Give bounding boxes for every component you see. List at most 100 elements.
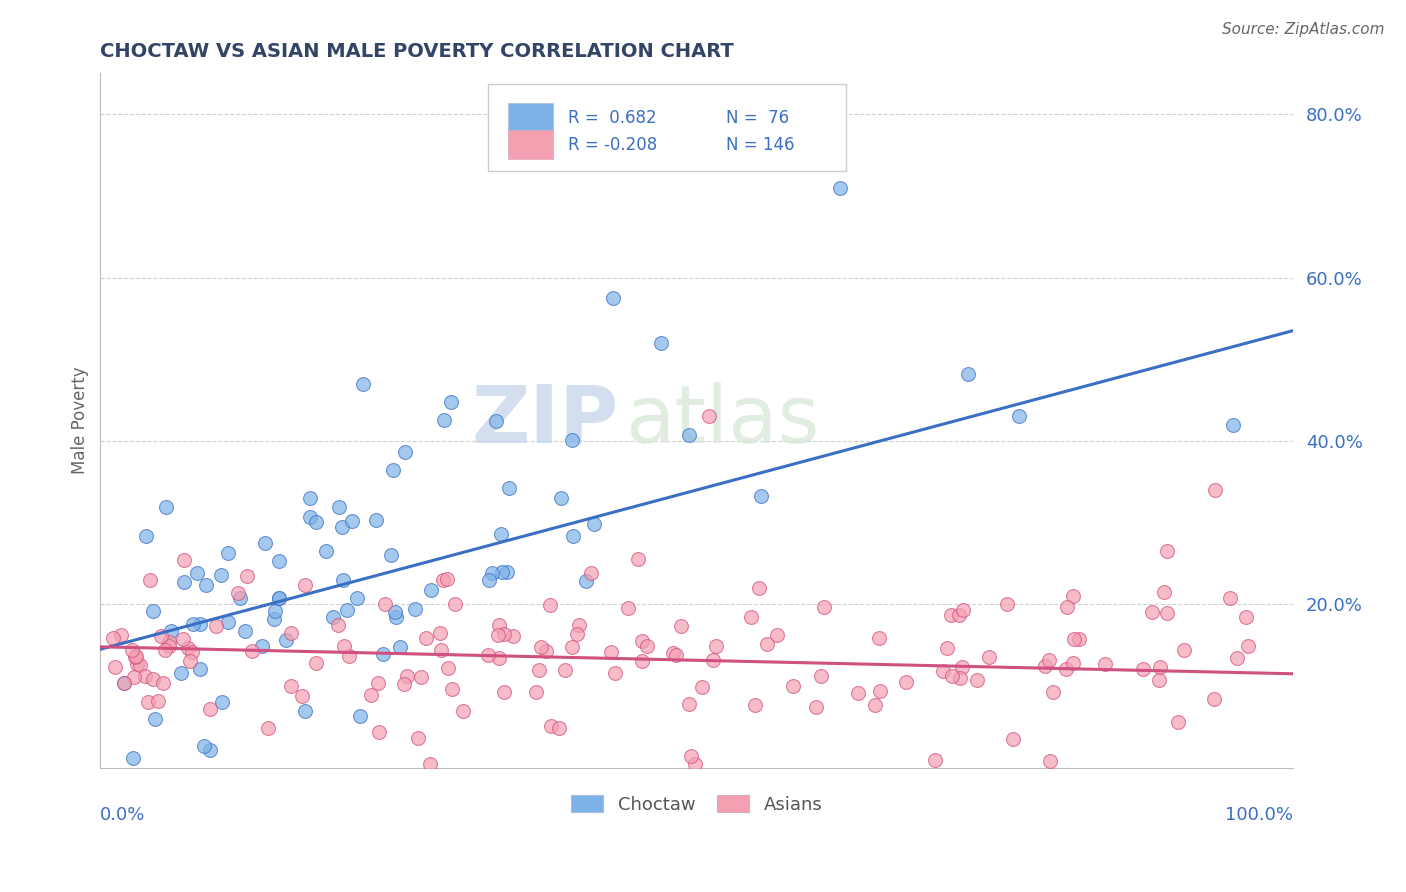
Point xyxy=(134,669,156,683)
Point xyxy=(748,581,770,595)
Point xyxy=(441,681,464,696)
Point xyxy=(415,631,437,645)
Point xyxy=(1039,754,1062,768)
Point xyxy=(110,628,132,642)
Point xyxy=(328,500,350,514)
Point xyxy=(263,604,285,618)
Point xyxy=(492,684,515,698)
Point xyxy=(1153,584,1175,599)
Text: N =  76: N = 76 xyxy=(727,109,790,127)
Point xyxy=(419,756,441,771)
Point xyxy=(868,631,890,645)
Point xyxy=(1062,656,1084,670)
Point xyxy=(436,572,458,586)
Point xyxy=(1173,642,1195,657)
Point xyxy=(160,624,183,638)
Point xyxy=(188,616,211,631)
Point xyxy=(1056,600,1078,615)
Point xyxy=(650,335,672,350)
Point xyxy=(322,610,344,624)
Point xyxy=(280,625,302,640)
Point xyxy=(561,640,583,655)
Point xyxy=(371,647,394,661)
Point xyxy=(198,702,221,716)
Point xyxy=(384,605,406,619)
Point xyxy=(1234,610,1257,624)
Point xyxy=(294,577,316,591)
Point xyxy=(436,661,458,675)
Point xyxy=(568,617,591,632)
Point xyxy=(337,648,360,663)
Point xyxy=(101,632,124,646)
Point xyxy=(950,660,973,674)
Point xyxy=(153,642,176,657)
Point xyxy=(440,395,463,409)
Point xyxy=(678,427,700,442)
Point xyxy=(478,573,501,587)
Point xyxy=(489,527,512,541)
Point xyxy=(665,648,688,662)
Point xyxy=(367,675,389,690)
Point xyxy=(330,520,353,534)
Point xyxy=(395,669,418,683)
Point xyxy=(1219,591,1241,605)
Point xyxy=(374,597,396,611)
Text: ZIP: ZIP xyxy=(472,382,619,459)
Point xyxy=(229,591,252,606)
Point xyxy=(995,597,1018,611)
Point xyxy=(267,554,290,568)
Point xyxy=(429,626,451,640)
Point xyxy=(1094,657,1116,671)
Point xyxy=(782,679,804,693)
Point xyxy=(636,639,658,653)
Point xyxy=(1149,660,1171,674)
Point xyxy=(305,515,328,529)
Point xyxy=(561,433,583,447)
Point xyxy=(502,629,524,643)
Point xyxy=(364,513,387,527)
Text: R = -0.208: R = -0.208 xyxy=(568,136,657,153)
Point xyxy=(702,653,724,667)
Point xyxy=(605,665,627,680)
Text: N = 146: N = 146 xyxy=(727,136,794,153)
Point xyxy=(661,646,683,660)
Point xyxy=(433,412,456,426)
Point xyxy=(948,608,970,623)
Point xyxy=(575,574,598,588)
Point xyxy=(360,688,382,702)
Point xyxy=(530,640,553,654)
Point xyxy=(631,634,654,648)
Point xyxy=(267,591,290,605)
Point xyxy=(181,616,204,631)
Point xyxy=(226,586,249,600)
Point xyxy=(103,659,125,673)
Point xyxy=(392,677,415,691)
Point xyxy=(152,675,174,690)
Point xyxy=(181,645,204,659)
Point xyxy=(217,546,239,560)
Point xyxy=(122,670,145,684)
Point xyxy=(142,604,165,618)
Point xyxy=(157,639,180,653)
Point xyxy=(394,445,416,459)
Point xyxy=(1167,715,1189,730)
Point xyxy=(121,643,143,657)
Point xyxy=(193,739,215,753)
Point xyxy=(554,663,576,677)
FancyBboxPatch shape xyxy=(488,84,845,170)
Point xyxy=(952,603,974,617)
Point xyxy=(1038,653,1060,667)
Point xyxy=(411,670,433,684)
Point xyxy=(148,694,170,708)
Point xyxy=(1067,632,1090,646)
Point xyxy=(384,609,406,624)
Point xyxy=(326,617,349,632)
Text: CHOCTAW VS ASIAN MALE POVERTY CORRELATION CHART: CHOCTAW VS ASIAN MALE POVERTY CORRELATIO… xyxy=(100,42,734,61)
Point xyxy=(157,634,180,648)
Point xyxy=(681,748,703,763)
Point xyxy=(1140,605,1163,619)
Point xyxy=(124,648,146,663)
Point xyxy=(896,675,918,690)
Point xyxy=(848,686,870,700)
Point xyxy=(804,699,827,714)
